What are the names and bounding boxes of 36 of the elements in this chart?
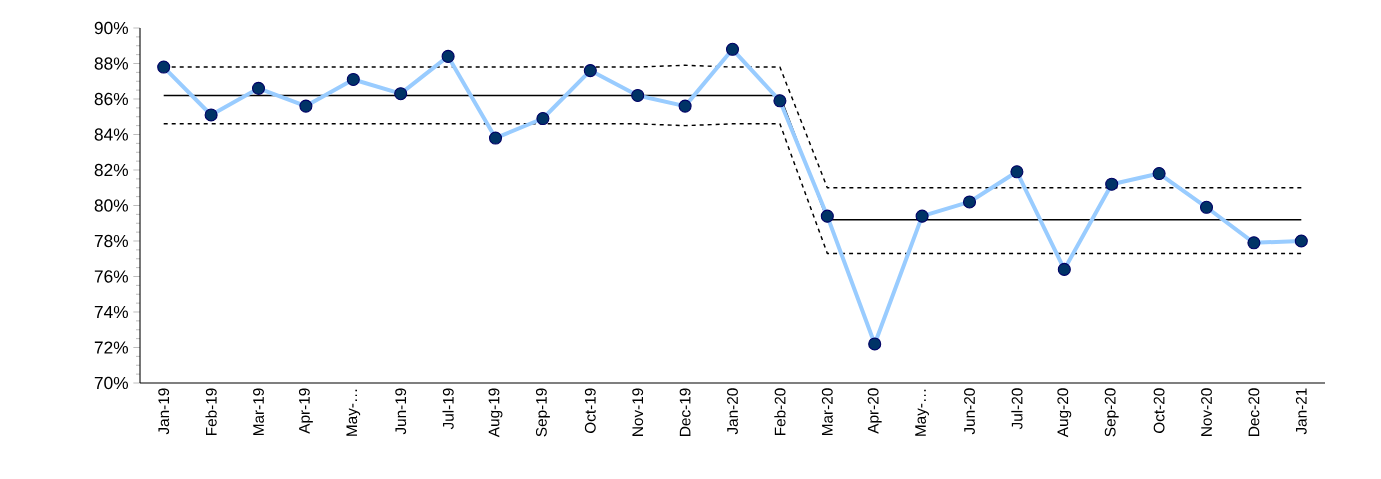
y-tick-label: 86% — [94, 92, 129, 106]
x-tick-label: Jun-20 — [964, 388, 975, 435]
x-tick-label: Aug-20 — [1057, 388, 1072, 438]
x-tick-label: Dec-20 — [1248, 388, 1260, 436]
y-tick-label: 74% — [94, 305, 129, 319]
x-tick-label: Jun-19 — [395, 388, 407, 435]
x-tick-label: Mar-19 — [253, 388, 264, 436]
x-tick-label: Jul-20 — [1011, 388, 1023, 430]
x-tick-label: Jan-19 — [158, 388, 170, 435]
y-tick-label: 78% — [94, 234, 129, 248]
y-tick-label: 82% — [94, 163, 129, 177]
x-tick-label: Mar-20 — [821, 388, 833, 436]
y-tick-label: 76% — [94, 270, 129, 283]
x-tick-label: Oct-20 — [1153, 388, 1165, 433]
y-tick-label: 72% — [94, 341, 129, 354]
y-tick-label: 88% — [94, 57, 129, 70]
x-tick-label: Apr-19 — [298, 388, 313, 434]
x-tick-label: May-… — [346, 389, 361, 436]
x-tick-label: May-… — [915, 389, 929, 436]
x-tick-label: Apr-20 — [867, 388, 882, 434]
y-tick-label: 84% — [94, 128, 129, 141]
x-tick-label: Feb-19 — [205, 388, 217, 436]
y-tick-label: 90% — [94, 21, 129, 35]
x-tick-label: Dec-19 — [679, 388, 691, 436]
x-tick-label: Sep-19 — [535, 388, 550, 437]
x-tick-label: Nov-19 — [632, 388, 644, 436]
x-tick-label: Jan-21 — [1295, 388, 1307, 435]
x-tick-label: Oct-19 — [584, 388, 596, 433]
x-tick-label: Jan-20 — [727, 388, 738, 435]
y-tick-label: 70% — [94, 376, 129, 390]
x-tick-label: Sep-20 — [1104, 388, 1119, 437]
x-tick-label: Aug-19 — [488, 388, 503, 438]
y-tick-label: 80% — [94, 199, 129, 212]
x-tick-label: Nov-20 — [1201, 388, 1212, 436]
x-tick-label: Feb-20 — [774, 388, 786, 436]
x-tick-label: Jul-19 — [442, 388, 454, 430]
